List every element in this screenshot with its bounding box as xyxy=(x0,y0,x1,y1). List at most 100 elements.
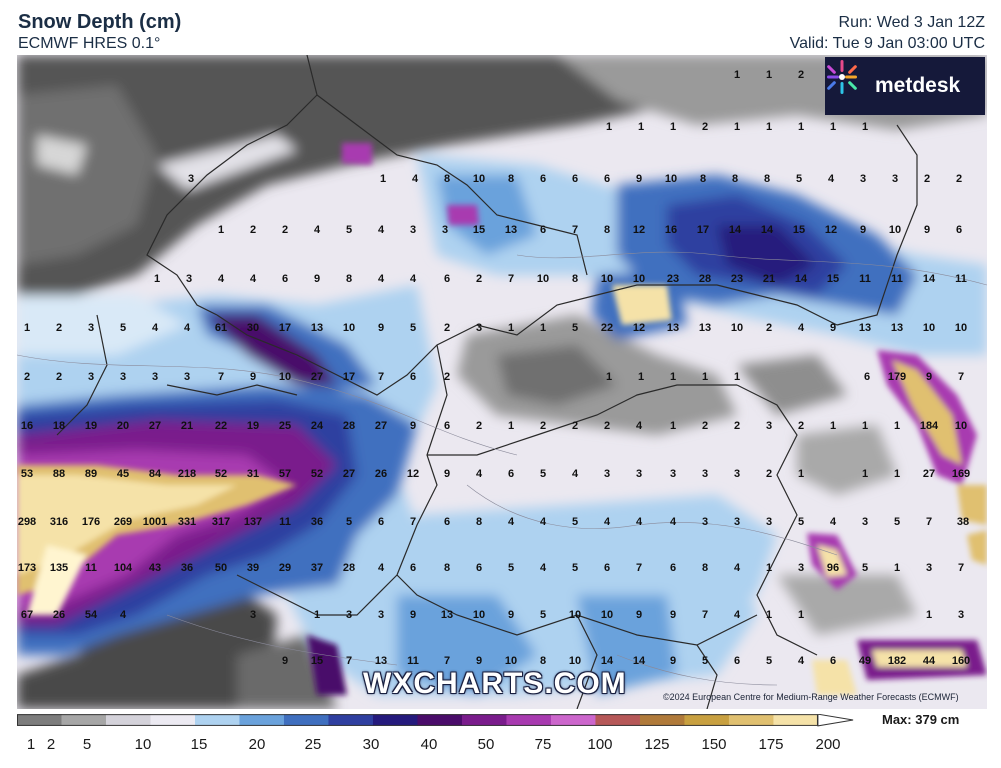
grid-value: 9 xyxy=(923,224,931,236)
grid-value: 5 xyxy=(119,322,127,334)
grid-value: 14 xyxy=(600,655,614,667)
grid-value: 61 xyxy=(214,322,228,334)
max-value-label: Max: 379 cm xyxy=(882,712,960,727)
grid-value: 6 xyxy=(571,173,579,185)
grid-value: 137 xyxy=(243,516,263,528)
grid-value: 6 xyxy=(863,371,871,383)
grid-value: 8 xyxy=(603,224,611,236)
grid-value: 8 xyxy=(345,273,353,285)
grid-value: 4 xyxy=(507,516,515,528)
grid-value: 10 xyxy=(472,609,486,621)
grid-value: 19 xyxy=(246,420,260,432)
legend-swatch xyxy=(550,714,596,726)
grid-value: 1 xyxy=(797,468,805,480)
grid-value: 15 xyxy=(826,273,840,285)
grid-value: 10 xyxy=(730,322,744,334)
grid-value: 6 xyxy=(955,224,963,236)
grid-value: 7 xyxy=(443,655,451,667)
grid-value: 9 xyxy=(409,609,417,621)
grid-value: 12 xyxy=(632,322,646,334)
grid-value: 11 xyxy=(859,273,871,285)
grid-value: 1 xyxy=(893,562,901,574)
grid-value: 3 xyxy=(733,516,741,528)
grid-value: 269 xyxy=(113,516,133,528)
grid-value: 8 xyxy=(571,273,579,285)
grid-value: 8 xyxy=(701,562,709,574)
grid-value: 57 xyxy=(278,468,292,480)
grid-value: 21 xyxy=(762,273,776,285)
grid-value: 13 xyxy=(890,322,904,334)
grid-value: 5 xyxy=(861,562,869,574)
legend-tick-label: 1 xyxy=(26,736,36,753)
logo-text: metdesk xyxy=(875,74,961,97)
grid-value: 9 xyxy=(443,468,451,480)
grid-value: 6 xyxy=(603,562,611,574)
grid-value: 317 xyxy=(211,516,231,528)
grid-value: 6 xyxy=(603,173,611,185)
grid-value: 27 xyxy=(148,420,162,432)
grid-value: 10 xyxy=(954,322,968,334)
grid-value: 1 xyxy=(861,420,869,432)
grid-value: 8 xyxy=(699,173,707,185)
grid-value: 9 xyxy=(249,371,257,383)
grid-value: 2 xyxy=(249,224,257,236)
grid-value: 11 xyxy=(407,655,419,667)
grid-value: 1 xyxy=(925,609,933,621)
grid-value: 28 xyxy=(342,420,356,432)
grid-value: 1 xyxy=(669,420,677,432)
grid-value: 1 xyxy=(733,121,741,133)
grid-value: 3 xyxy=(377,609,385,621)
grid-value: 11 xyxy=(891,273,903,285)
grid-value: 5 xyxy=(795,173,803,185)
grid-value: 3 xyxy=(151,371,159,383)
grid-value: 8 xyxy=(731,173,739,185)
grid-value: 1 xyxy=(313,609,321,621)
grid-value: 84 xyxy=(148,468,162,480)
grid-value: 10 xyxy=(568,655,582,667)
legend-swatch xyxy=(728,714,774,726)
legend-swatch xyxy=(773,714,819,726)
legend-swatch xyxy=(595,714,641,726)
grid-value: 1 xyxy=(765,609,773,621)
grid-value: 3 xyxy=(475,322,483,334)
snow-depth-map: 1 1 2 1 1 1 2 1 1 1 1 1 3 1 4 8 10 8 6 6 6 9 10 8 8 8 5 4 3 3 2 2 1 2 2 4 5 4… xyxy=(17,55,987,709)
grid-value: 13 xyxy=(858,322,872,334)
grid-value: 9 xyxy=(313,273,321,285)
valid-time: Valid: Tue 9 Jan 03:00 UTC xyxy=(789,35,985,52)
grid-value: 3 xyxy=(345,609,353,621)
grid-value: 7 xyxy=(345,655,353,667)
grid-value: 1 xyxy=(765,562,773,574)
legend-extend-arrow xyxy=(817,714,854,727)
grid-value: 36 xyxy=(310,516,324,528)
grid-value: 5 xyxy=(507,562,515,574)
grid-value: 11 xyxy=(279,516,291,528)
grid-value: 8 xyxy=(443,562,451,574)
grid-value: 17 xyxy=(342,371,356,383)
grid-value: 6 xyxy=(475,562,483,574)
grid-value: 169 xyxy=(951,468,971,480)
grid-value: 7 xyxy=(571,224,579,236)
grid-value: 26 xyxy=(374,468,388,480)
grid-value: 12 xyxy=(632,224,646,236)
grid-value: 21 xyxy=(180,420,194,432)
legend-swatch xyxy=(105,714,151,726)
grid-value: 13 xyxy=(310,322,324,334)
grid-value: 218 xyxy=(177,468,197,480)
grid-value: 9 xyxy=(409,420,417,432)
legend-colorbar xyxy=(17,714,854,727)
grid-value: 2 xyxy=(701,121,709,133)
grid-value: 2 xyxy=(55,371,63,383)
legend-tick-label: 40 xyxy=(420,736,438,753)
grid-value: 4 xyxy=(377,273,385,285)
grid-value: 37 xyxy=(310,562,324,574)
grid-value: 38 xyxy=(956,516,970,528)
run-info: Run: Wed 3 Jan 12Z Valid: Tue 9 Jan 03:0… xyxy=(790,12,985,54)
grid-value: 2 xyxy=(443,322,451,334)
legend-swatch xyxy=(684,714,730,726)
legend-tick-label: 150 xyxy=(701,736,727,753)
grid-value: 9 xyxy=(635,173,643,185)
watermark: WXCHARTS.COM xyxy=(363,667,627,700)
legend-swatch xyxy=(239,714,285,726)
grid-value: 2 xyxy=(603,420,611,432)
grid-value: 10 xyxy=(504,655,518,667)
